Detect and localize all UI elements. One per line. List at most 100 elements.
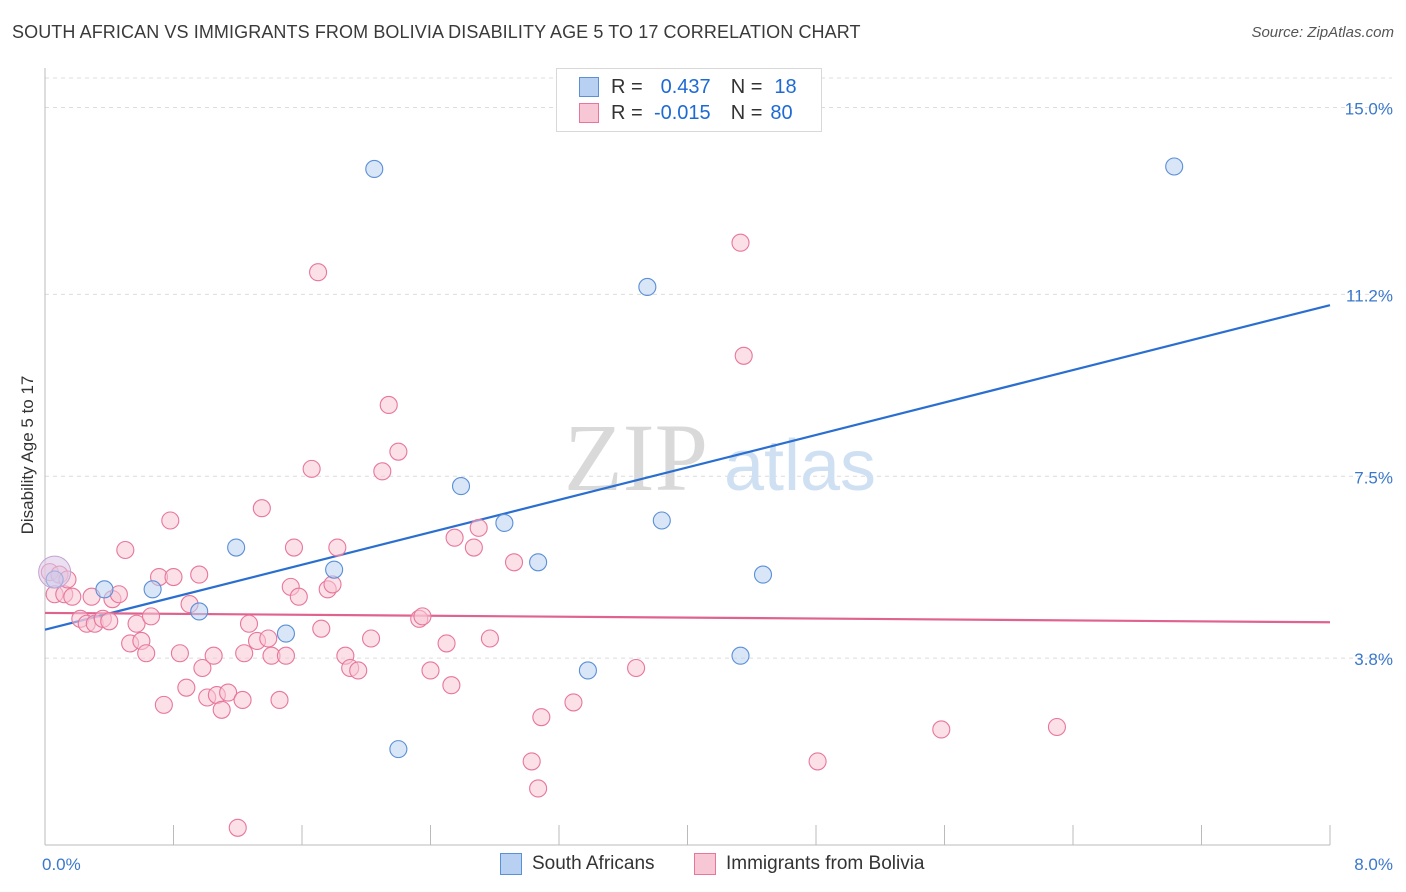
y-tick-label: 11.2%: [1346, 286, 1393, 305]
point-bolivia: [413, 607, 432, 626]
point-cluster: [38, 555, 72, 589]
point-south-africans: [276, 624, 295, 643]
watermark: ZIP atlas: [564, 404, 876, 511]
point-bolivia: [362, 629, 381, 648]
point-bolivia: [328, 538, 347, 557]
legend-swatch-pink: [694, 853, 716, 875]
legend-n-value: 18: [774, 75, 797, 98]
point-bolivia: [164, 567, 183, 587]
point-bolivia: [731, 233, 750, 252]
point-bolivia: [235, 644, 254, 663]
point-bolivia: [1047, 717, 1066, 737]
trend-line-south-africans: [44, 304, 1331, 631]
point-south-africans: [638, 277, 657, 297]
watermark-zip: ZIP: [564, 404, 708, 511]
legend-n-value: 80: [770, 101, 793, 124]
point-bolivia: [212, 700, 231, 719]
point-bolivia: [627, 658, 646, 678]
point-south-africans: [190, 602, 209, 621]
point-bolivia: [116, 540, 135, 560]
point-bolivia: [445, 528, 464, 547]
point-bolivia: [349, 661, 368, 680]
tick-labels: 3.8% 7.5% 11.2% 15.0% 0.0% 8.0%: [42, 100, 1393, 875]
axes: [44, 68, 1331, 846]
point-bolivia: [504, 553, 524, 572]
point-bolivia: [302, 459, 321, 478]
point-bolivia: [100, 612, 119, 631]
data-points: [38, 157, 1184, 837]
point-south-africans: [753, 565, 773, 584]
y-tick-label: 15.0%: [1345, 100, 1393, 119]
point-bolivia: [233, 690, 252, 710]
legend-r-value: 0.437: [660, 75, 711, 98]
trend-line-bolivia: [44, 611, 1331, 624]
point-bolivia: [808, 752, 827, 771]
point-south-africans: [325, 560, 344, 579]
legend-swatch-pink: [579, 103, 599, 123]
source-label: Source: ZipAtlas.com: [1251, 24, 1394, 41]
x-tick-label: 0.0%: [42, 855, 81, 874]
point-bolivia: [63, 587, 82, 606]
point-bolivia: [137, 644, 156, 663]
point-south-africans: [389, 740, 408, 759]
point-bolivia: [141, 607, 161, 626]
legend-r-value: -0.015: [653, 101, 711, 124]
grid-lines: [45, 77, 1392, 659]
point-south-africans: [365, 159, 384, 179]
point-bolivia: [177, 678, 196, 697]
point-bolivia: [932, 720, 951, 739]
point-bolivia: [170, 644, 189, 663]
point-bolivia: [373, 462, 392, 481]
point-south-africans: [95, 580, 114, 599]
point-bolivia: [276, 646, 295, 665]
legend-swatch-blue: [500, 853, 522, 875]
point-bolivia: [252, 499, 271, 518]
point-bolivia: [228, 818, 247, 837]
point-south-africans: [143, 580, 162, 599]
point-bolivia: [190, 565, 209, 584]
point-bolivia: [469, 518, 488, 537]
point-bolivia: [204, 646, 223, 665]
point-bolivia: [529, 779, 548, 798]
point-bolivia: [259, 629, 278, 648]
point-bolivia: [532, 708, 551, 727]
point-bolivia: [564, 693, 583, 712]
point-south-africans: [451, 477, 471, 496]
point-bolivia: [480, 629, 499, 648]
point-south-africans: [495, 513, 514, 533]
point-bolivia: [270, 690, 289, 710]
point-bolivia: [522, 752, 541, 771]
y-axis-label: Disability Age 5 to 17: [18, 375, 37, 535]
chart-title: SOUTH AFRICAN VS IMMIGRANTS FROM BOLIVIA…: [12, 22, 861, 42]
legend-n-label: N =: [730, 75, 763, 98]
legend-n-label: N =: [730, 101, 763, 124]
legend-swatch-blue: [579, 77, 599, 97]
point-bolivia: [284, 538, 304, 557]
point-south-africans: [652, 511, 671, 530]
point-bolivia: [379, 395, 398, 415]
point-south-africans: [1165, 157, 1184, 176]
point-bolivia: [442, 676, 461, 695]
point-bolivia: [437, 634, 456, 653]
point-bolivia: [219, 683, 238, 702]
point-south-africans: [578, 661, 597, 680]
legend-row-south-africans: R = 0.437 N = 18: [579, 75, 797, 99]
stats-legend: R = 0.437 N = 18 R = -0.015 N = 80: [556, 68, 822, 132]
point-bolivia: [289, 587, 308, 606]
x-tick-label: 8.0%: [1354, 855, 1393, 874]
point-bolivia: [312, 619, 331, 638]
point-bolivia: [734, 346, 753, 365]
legend-r-label: R =: [611, 101, 643, 124]
y-tick-label: 7.5%: [1354, 468, 1393, 487]
point-bolivia: [421, 661, 440, 680]
point-bolivia: [127, 614, 146, 633]
point-bolivia: [389, 442, 408, 461]
bottom-legend-bolivia: Immigrants from Bolivia: [694, 851, 925, 877]
point-bolivia: [239, 614, 259, 633]
legend-r-label: R =: [611, 75, 643, 98]
point-south-africans: [227, 538, 246, 557]
trend-lines: [44, 304, 1331, 631]
point-bolivia: [161, 511, 180, 530]
point-bolivia: [464, 538, 483, 557]
